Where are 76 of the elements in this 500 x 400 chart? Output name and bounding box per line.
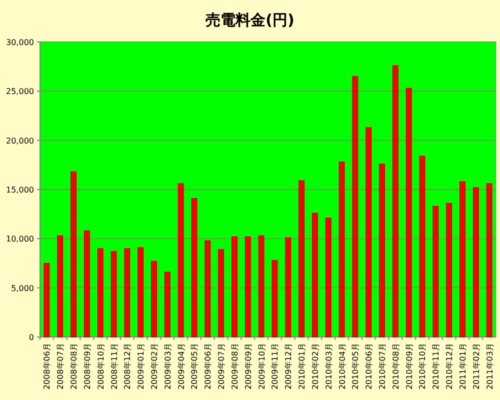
x-tick-label: 2009年02月 (150, 343, 159, 390)
bar (285, 237, 292, 338)
x-tick-label: 2011年02月 (472, 343, 481, 390)
bar (84, 230, 90, 338)
y-tick-label: 25,000 (6, 87, 34, 96)
bar (338, 162, 345, 338)
bar (204, 240, 211, 338)
bar (164, 272, 170, 338)
bar (97, 248, 104, 338)
bar (124, 248, 130, 338)
bar (406, 88, 412, 338)
x-tick-label: 2008年11月 (110, 343, 119, 390)
bar (258, 235, 264, 338)
x-tick-label: 2010年08月 (391, 343, 400, 390)
bar (244, 236, 251, 338)
x-tick-label: 2010年06月 (364, 343, 374, 390)
x-tick-label: 2010年03月 (324, 343, 334, 390)
x-tick-label: 2009年05月 (190, 343, 200, 390)
x-tick-label: 2009年12月 (284, 343, 294, 390)
x-tick-label: 2010年09月 (404, 343, 414, 390)
bar (325, 218, 332, 338)
x-tick-label: 2008年07月 (56, 343, 66, 390)
y-tick-label: 15,000 (6, 186, 34, 194)
x-tick-label: 2010年07月 (378, 343, 387, 390)
x-tick-label: 2009年07月 (217, 343, 226, 390)
y-tick-label: 0 (28, 333, 34, 342)
bar (44, 263, 50, 338)
bar (110, 251, 117, 338)
x-tick-label: 2010年12月 (445, 343, 454, 390)
bar (472, 187, 479, 338)
x-tick-label: 2008年08月 (70, 343, 79, 390)
chart-title: 売電料金(円) (206, 11, 294, 29)
bar (151, 261, 157, 338)
bar (191, 198, 198, 338)
bar (460, 181, 466, 338)
x-tick-label: 2010年04月 (338, 343, 347, 390)
bar (486, 183, 492, 338)
x-tick-label: 2009年06月 (204, 343, 213, 390)
x-tick-label: 2009年09月 (244, 343, 253, 390)
x-tick-label: 2009年04月 (176, 343, 186, 390)
x-tick-label: 2009年08月 (230, 343, 240, 390)
x-tick-label: 2008年12月 (123, 343, 132, 390)
bar (352, 76, 358, 338)
y-tick-label: 10,000 (6, 234, 34, 244)
x-tick-label: 2010年05月 (351, 343, 360, 390)
y-tick-label: 5,000 (11, 284, 34, 293)
bar (57, 235, 64, 338)
bar (232, 236, 238, 338)
x-tick-label: 2010年02月 (310, 343, 320, 390)
bar (218, 249, 224, 338)
y-tick-label: 30,000 (6, 38, 34, 47)
bar (312, 212, 318, 338)
bar (366, 127, 372, 338)
bar (432, 206, 439, 338)
x-tick-label: 2009年11月 (270, 343, 280, 390)
x-tick-label: 2011年03月 (485, 343, 494, 390)
x-tick-label: 2009年03月 (163, 343, 172, 390)
bar (298, 180, 304, 338)
x-tick-label: 2009年10月 (257, 343, 266, 390)
bar (178, 183, 184, 338)
bar (446, 203, 452, 338)
x-tick-label: 2011年01月 (458, 343, 468, 390)
bar (272, 260, 278, 338)
x-tick-label: 2010年10月 (418, 343, 428, 390)
x-tick-label: 2009年01月 (136, 343, 146, 390)
bar (70, 172, 76, 338)
bar (392, 65, 398, 338)
y-tick-label: 20,000 (6, 136, 34, 146)
x-tick-label: 2008年09月 (82, 343, 92, 390)
x-tick-label: 2010年11月 (432, 343, 441, 390)
x-tick-label: 2008年10月 (96, 343, 106, 390)
x-tick-label: 2008年06月 (42, 343, 52, 390)
bar (379, 164, 385, 338)
bar (419, 156, 426, 338)
bar (138, 247, 144, 338)
x-tick-label: 2010年01月 (298, 343, 307, 390)
